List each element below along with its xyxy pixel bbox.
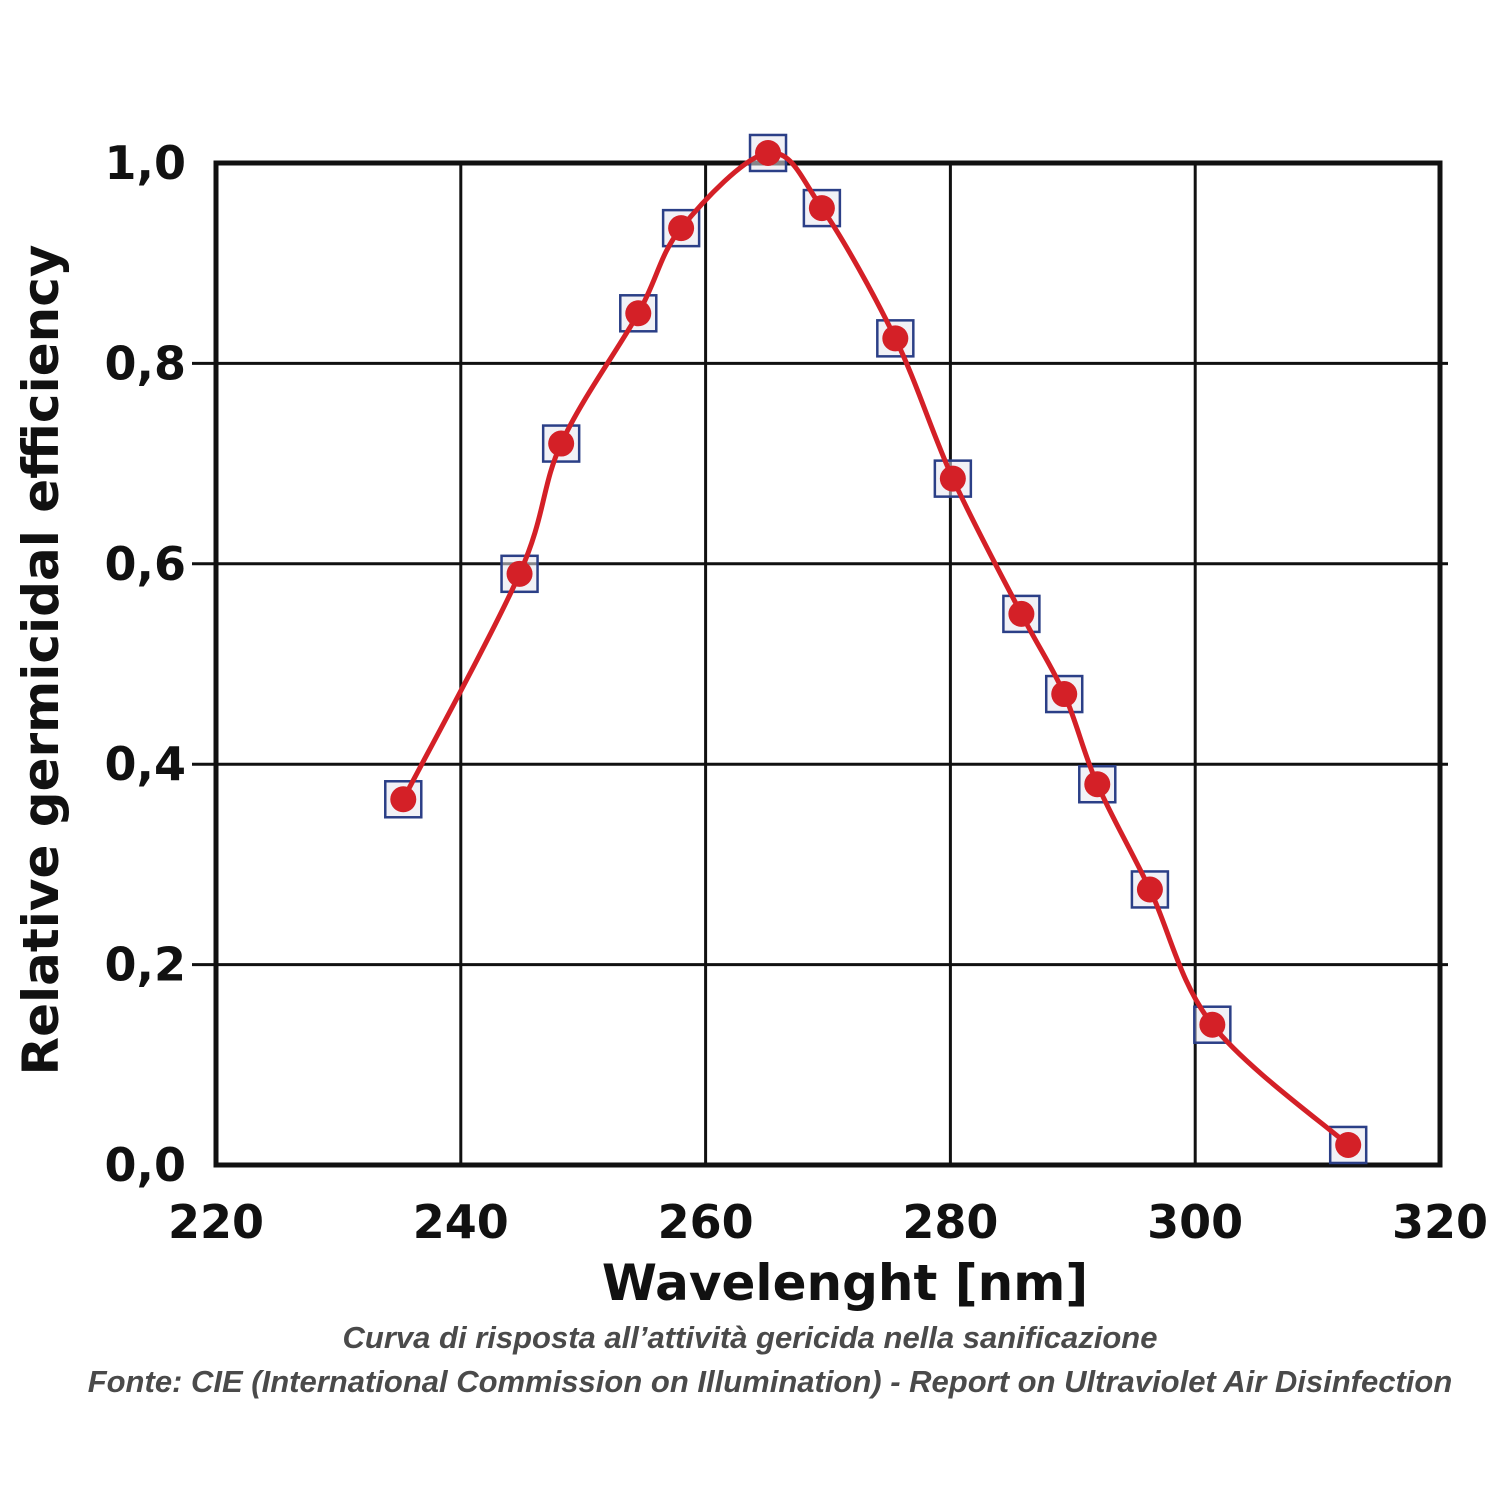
x-tick-label: 260: [658, 1195, 754, 1249]
data-point-circle: [1084, 771, 1111, 798]
data-point-circle: [1008, 600, 1035, 627]
data-point-circle: [668, 215, 695, 242]
y-tick-label: 0,4: [105, 737, 187, 791]
data-point-circle: [548, 430, 575, 457]
figure-source: Fonte: CIE (International Commission on …: [87, 1364, 1453, 1399]
data-point-circle: [939, 465, 966, 492]
efficiency-curve: [401, 150, 1350, 1147]
y-tick-labels: 0,0 0,2 0,4 0,6 0,8 1,0: [105, 136, 187, 1192]
germicidal-efficiency-chart: 0,0 0,2 0,4 0,6 0,8 1,0 220 240 260 280 300 320 Wa…: [12, 133, 1488, 1312]
data-point-circle: [1199, 1011, 1226, 1038]
x-tick-label: 300: [1147, 1195, 1243, 1249]
data-point-circle: [390, 786, 417, 813]
data-point-circle: [1136, 876, 1163, 903]
x-tick-label: 220: [168, 1195, 264, 1249]
x-tick-label: 280: [902, 1195, 998, 1249]
x-tick-label: 320: [1392, 1195, 1488, 1249]
y-tick-label: 0,6: [105, 537, 187, 591]
data-point-circle: [506, 560, 533, 587]
x-tick-label: 240: [413, 1195, 509, 1249]
grid: [192, 160, 1448, 1168]
data-point-circle: [1051, 681, 1078, 708]
data-point-circle: [625, 300, 652, 327]
data-point-circle: [755, 139, 782, 166]
series: [384, 133, 1368, 1165]
y-axis-label: Relative germicidal efficiency: [12, 245, 70, 1076]
y-tick-label: 0,0: [105, 1138, 187, 1192]
data-point-circle: [808, 195, 835, 222]
plot-frame: [213, 160, 1443, 1168]
x-axis-label: Wavelenght [nm]: [602, 1254, 1088, 1312]
y-tick-label: 0,2: [105, 938, 187, 992]
x-tick-labels: 220 240 260 280 300 320: [168, 1195, 1488, 1249]
figure-caption: Curva di risposta all’attività gericida …: [342, 1320, 1158, 1355]
y-tick-label: 0,8: [105, 336, 187, 390]
data-point-circle: [1335, 1131, 1362, 1158]
y-tick-label: 1,0: [105, 136, 187, 190]
data-point-circle: [882, 325, 909, 352]
